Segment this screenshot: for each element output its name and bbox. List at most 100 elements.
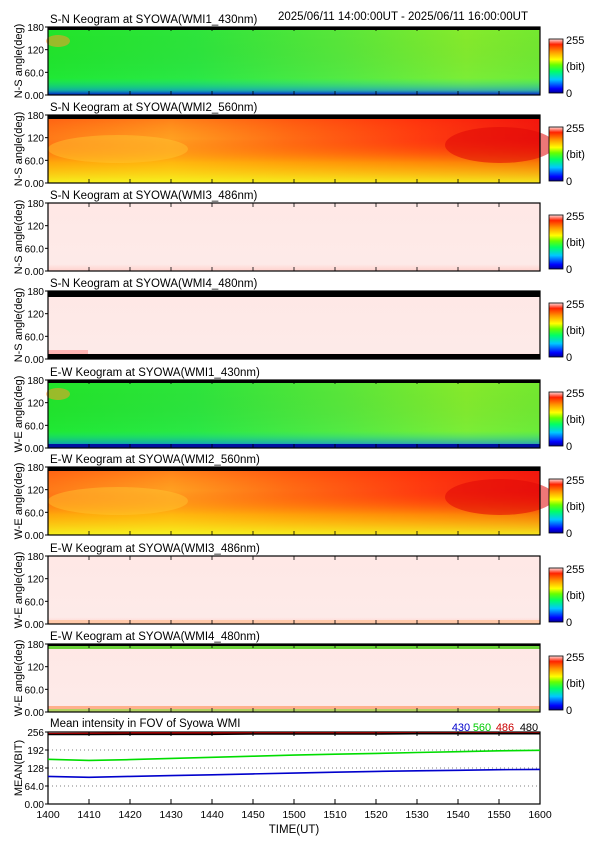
keogram-title: S-N Keogram at SYOWA(WMI3_486nm)	[50, 190, 257, 202]
colorbar-min-label: 0	[566, 352, 572, 364]
time-range-label: 2025/06/11 14:00:00UT - 2025/06/11 16:00…	[278, 11, 528, 23]
keogram-ytick-label: 60.0	[25, 685, 45, 696]
keogram-ytick-label: 120	[27, 663, 44, 674]
colorbar: 255 (bit) 0	[548, 475, 585, 540]
keogram-feature	[46, 35, 70, 47]
mean-xtick-label: 1520	[364, 809, 388, 821]
colorbar-scale	[548, 391, 564, 447]
keogram-title: S-N Keogram at SYOWA(WMI2_560nm)	[50, 102, 257, 114]
keogram-ytick-label: 120	[27, 486, 44, 497]
keogram-ytick-label: 180	[27, 287, 44, 298]
keogram-panel: E-W Keogram at SYOWA(WMI4_480nm) 180 120 60…	[13, 631, 541, 719]
colorbar-max-label: 255	[566, 652, 584, 664]
legend-entry-560: 560	[473, 722, 491, 734]
mean-ytick-label: 128	[27, 764, 44, 775]
colorbar-scale	[548, 655, 564, 711]
keogram-ytick-label: 60.0	[25, 68, 45, 79]
colorbar-unit-label: (bit)	[566, 237, 585, 249]
colorbar-scale	[548, 38, 564, 94]
colorbar-max-label: 255	[566, 123, 584, 135]
keogram-panel: S-N Keogram at SYOWA(WMI4_480nm) 180 120 60…	[13, 278, 541, 366]
colorbar-scale	[548, 214, 564, 270]
keogram-ytick-label: 180	[27, 640, 44, 651]
keogram-ylabel: W-E angle(deg)	[13, 640, 25, 717]
keogram-ytick-label: 120	[27, 310, 44, 321]
mean-intensity-chart: Mean intensity in FOV of Syowa WMI 430 56…	[13, 718, 552, 836]
mean-chart-frame	[47, 731, 541, 805]
legend-entry-486: 486	[496, 722, 514, 734]
colorbar: 255 (bit) 0	[548, 123, 585, 188]
keogram-ylabel: N-S angle(deg)	[13, 24, 25, 99]
keogram-ytick-label: 60.0	[25, 244, 45, 255]
colorbar-max-label: 255	[566, 564, 584, 576]
keogram-ytick-label: 0.00	[25, 620, 45, 631]
keogram-ytick-label: 120	[27, 46, 44, 57]
colorbar-unit-label: (bit)	[566, 678, 585, 690]
keogram-ytick-label: 0.00	[25, 91, 45, 102]
colorbar-scale	[548, 126, 564, 182]
keogram-title: S-N Keogram at SYOWA(WMI4_480nm)	[50, 278, 257, 290]
keogram-feature	[445, 127, 555, 163]
legend-entry-430: 430	[452, 722, 470, 734]
colorbar-max-label: 255	[566, 475, 584, 487]
keogram-ytick-label: 60.0	[25, 597, 45, 608]
colorbar: 255 (bit) 0	[548, 652, 585, 717]
keogram-ylabel: N-S angle(deg)	[13, 200, 25, 275]
keogram-image	[48, 291, 540, 359]
keogram-title: E-W Keogram at SYOWA(WMI2_560nm)	[50, 454, 260, 466]
legend-entry-480: 480	[520, 722, 538, 734]
keogram-feature	[48, 350, 88, 354]
keogram-title: E-W Keogram at SYOWA(WMI4_480nm)	[50, 631, 260, 643]
keogram-ytick-label: 60.0	[25, 332, 45, 343]
colorbar-max-label: 255	[566, 35, 584, 47]
keogram-ytick-label: 180	[27, 23, 44, 34]
colorbar: 255 (bit) 0	[548, 564, 585, 629]
colorbar-scale	[548, 567, 564, 623]
mean-xtick-label: 1600	[528, 809, 552, 821]
keogram-ytick-label: 180	[27, 199, 44, 210]
keogram-panel: S-N Keogram at SYOWA(WMI1_430nm) 180 120 60…	[13, 14, 541, 102]
keogram-ylabel: W-E angle(deg)	[13, 463, 25, 540]
keogram-image	[48, 644, 540, 712]
keogram-image-shade	[48, 380, 540, 448]
keogram-title: E-W Keogram at SYOWA(WMI1_430nm)	[50, 367, 260, 379]
keogram-image	[48, 203, 540, 271]
keogram-ytick-label: 60.0	[25, 156, 45, 167]
colorbar-unit-label: (bit)	[566, 61, 585, 73]
mean-xtick-label: 1530	[405, 809, 429, 821]
keogram-ytick-label: 180	[27, 463, 44, 474]
colorbar-scale	[548, 478, 564, 534]
colorbar-min-label: 0	[566, 88, 572, 100]
colorbar-max-label: 255	[566, 299, 584, 311]
mean-ytick-label: 0.00	[25, 800, 45, 811]
keogram-ytick-label: 0.00	[25, 444, 45, 455]
colorbar: 255 (bit) 0	[548, 211, 585, 276]
mean-chart-xlabel: TIME(UT)	[269, 824, 320, 836]
keogram-ylabel: W-E angle(deg)	[13, 552, 25, 629]
series-line-560	[47, 749, 541, 762]
keogram-ytick-label: 180	[27, 552, 44, 563]
keogram-title: E-W Keogram at SYOWA(WMI3_486nm)	[50, 543, 260, 555]
colorbar-unit-label: (bit)	[566, 501, 585, 513]
colorbar-unit-label: (bit)	[566, 590, 585, 602]
keogram-ytick-label: 120	[27, 399, 44, 410]
keogram-ytick-label: 0.00	[25, 708, 45, 719]
mean-chart-title: Mean intensity in FOV of Syowa WMI	[50, 718, 240, 730]
keogram-ytick-label: 60.0	[25, 421, 45, 432]
keogram-image	[48, 556, 540, 624]
keogram-ylabel: N-S angle(deg)	[13, 112, 25, 187]
colorbar-min-label: 0	[566, 528, 572, 540]
keogram-ytick-label: 120	[27, 134, 44, 145]
keogram-panel: E-W Keogram at SYOWA(WMI3_486nm) 180 120 60…	[13, 543, 541, 631]
mean-ytick-label: 64.0	[25, 782, 45, 793]
keogram-feature	[445, 479, 555, 515]
mean-xtick-label: 1450	[241, 809, 265, 821]
colorbar-min-label: 0	[566, 617, 572, 629]
keogram-ytick-label: 120	[27, 575, 44, 586]
mean-ytick-label: 256	[27, 728, 44, 739]
colorbar-max-label: 255	[566, 388, 584, 400]
colorbar-unit-label: (bit)	[566, 414, 585, 426]
mean-xtick-label: 1430	[159, 809, 183, 821]
colorbar: 255 (bit) 0	[548, 35, 585, 100]
keogram-ytick-label: 0.00	[25, 355, 45, 366]
